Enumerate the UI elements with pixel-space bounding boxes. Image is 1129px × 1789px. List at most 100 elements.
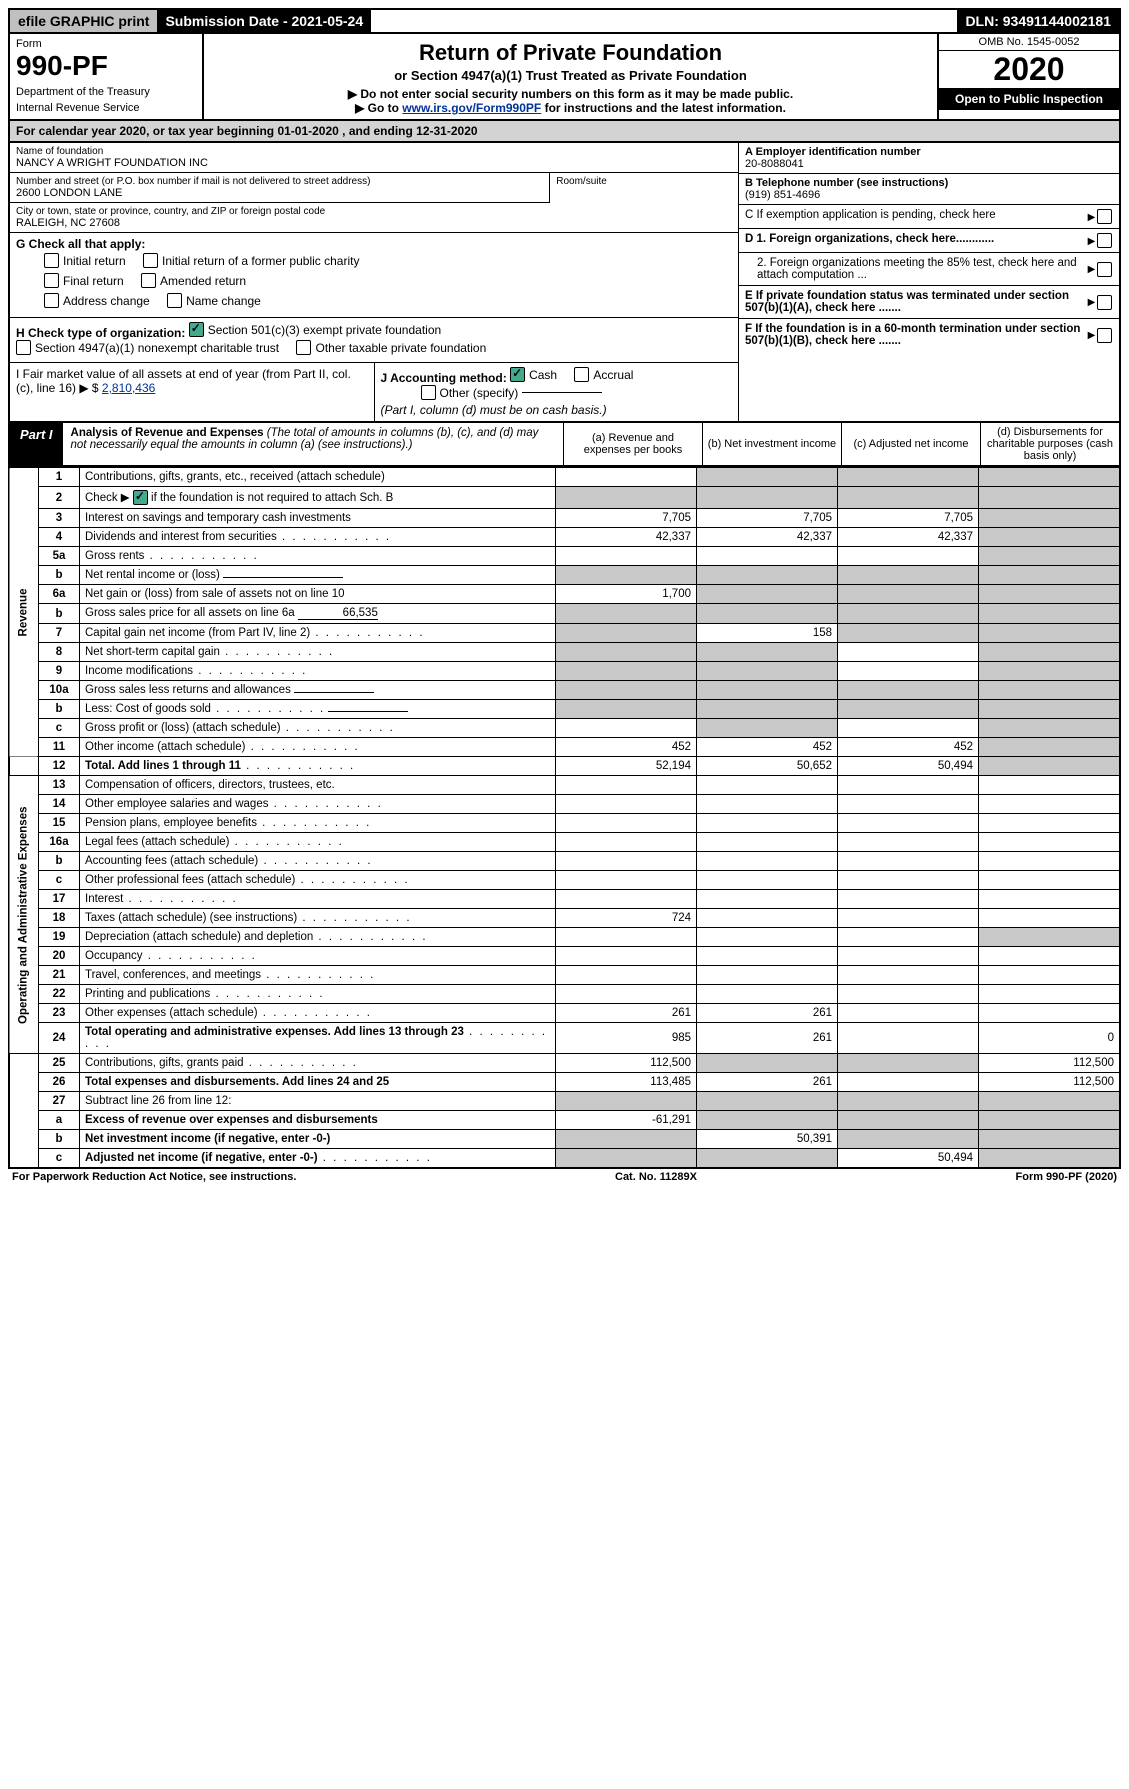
cb-501c3[interactable] [189,322,204,337]
cb-final-return[interactable] [44,273,59,288]
r6b-b [697,604,838,624]
r5b-a [556,566,697,585]
cb-amended-return[interactable] [141,273,156,288]
r7-c [838,624,979,643]
r8-num: 8 [39,643,80,662]
right-d1-label: D 1. Foreign organizations, check here..… [745,233,994,245]
r2-b [697,487,838,509]
r5b-line[interactable] [223,577,343,578]
city-label: City or town, state or province, country… [16,206,732,217]
r27a-text: Excess of revenue over expenses and disb… [85,1114,378,1126]
footer-left: For Paperwork Reduction Act Notice, see … [12,1171,296,1183]
r27-c [838,1092,979,1111]
part1-desc: Analysis of Revenue and Expenses (The to… [63,423,563,465]
row-14: 14Other employee salaries and wages [9,795,1120,814]
r26-a: 113,485 [556,1073,697,1092]
row-27: 27Subtract line 26 from line 12: [9,1092,1120,1111]
spacer-cell [9,1092,39,1111]
cb-accrual[interactable] [574,367,589,382]
r10c-num: c [39,719,80,738]
r16a-a [556,833,697,852]
cb-initial-return[interactable] [44,253,59,268]
spacer-cell [9,1111,39,1130]
r16b-desc: Accounting fees (attach schedule) [80,852,556,871]
r17-text: Interest [85,893,123,905]
row-19: 19Depreciation (attach schedule) and dep… [9,928,1120,947]
r1-b [697,468,838,487]
cb-cash[interactable] [510,367,525,382]
r21-desc: Travel, conferences, and meetings [80,966,556,985]
right-e-label: E If private foundation status was termi… [745,290,1069,314]
col-c-head: (c) Adjusted net income [841,423,980,465]
cb-other-method[interactable] [421,385,436,400]
r15-text: Pension plans, employee benefits [85,817,257,829]
form-title-block: Return of Private Foundation or Section … [204,34,937,119]
form-word: Form [16,38,196,50]
r25-num: 25 [39,1054,80,1073]
r10c-c [838,719,979,738]
r5b-c [838,566,979,585]
r27c-d [979,1149,1121,1169]
r25-desc: Contributions, gifts, grants paid [80,1054,556,1073]
r10b-line[interactable] [328,711,408,712]
r14-b [697,795,838,814]
r19-c [838,928,979,947]
section-i: I Fair market value of all assets at end… [10,363,375,421]
cb-foreign-85[interactable] [1097,262,1112,277]
r10c-a [556,719,697,738]
cb-address-change[interactable] [44,293,59,308]
cb-exemption-pending[interactable] [1097,209,1112,224]
r12-num: 12 [39,757,80,776]
r27c-b [697,1149,838,1169]
r2-num: 2 [39,487,80,509]
fmv-value[interactable]: 2,810,436 [102,381,155,395]
r5a-c [838,547,979,566]
irs-link[interactable]: www.irs.gov/Form990PF [402,101,541,115]
city-block: City or town, state or province, country… [10,203,738,233]
cb-60month[interactable] [1097,328,1112,343]
ein-block: A Employer identification number 20-8088… [739,143,1119,174]
r5b-num: b [39,566,80,585]
r7-num: 7 [39,624,80,643]
r16a-desc: Legal fees (attach schedule) [80,833,556,852]
r15-d [979,814,1121,833]
r13-num: 13 [39,776,80,795]
r27-b [697,1092,838,1111]
r6b-text: Gross sales price for all assets on line… [85,607,295,619]
city-value: RALEIGH, NC 27608 [16,217,732,229]
cb-foreign-org[interactable] [1097,233,1112,248]
r14-text: Other employee salaries and wages [85,798,268,810]
r12-desc: Total. Add lines 1 through 11 [80,757,556,776]
cb-4947a1[interactable] [16,340,31,355]
r6b-d [979,604,1121,624]
arrow-icon [1088,235,1098,247]
r16c-text: Other professional fees (attach schedule… [85,874,295,886]
r12-d [979,757,1121,776]
cb-sch-b-not-required[interactable] [133,490,148,505]
row-17: 17Interest [9,890,1120,909]
efile-label: efile GRAPHIC print [10,10,157,32]
g-label: G Check all that apply: [16,237,145,251]
section-j: J Accounting method: Cash Accrual Other … [375,363,739,421]
row-10b: bLess: Cost of goods sold [9,700,1120,719]
r10b-desc: Less: Cost of goods sold [80,700,556,719]
r22-d [979,985,1121,1004]
r27-a [556,1092,697,1111]
other-specify-line[interactable] [522,392,602,393]
cb-other-taxable[interactable] [296,340,311,355]
r27a-c [838,1111,979,1130]
row-25: 25Contributions, gifts, grants paid112,5… [9,1054,1120,1073]
row-16c: cOther professional fees (attach schedul… [9,871,1120,890]
cb-initial-former[interactable] [143,253,158,268]
r10a-line[interactable] [294,692,374,693]
year-block: OMB No. 1545-0052 2020 Open to Public In… [937,34,1119,119]
cb-terminated[interactable] [1097,295,1112,310]
r15-num: 15 [39,814,80,833]
r6b-value: 66,535 [298,607,378,620]
r25-c [838,1054,979,1073]
r10b-text: Less: Cost of goods sold [85,703,211,715]
footer-mid: Cat. No. 11289X [615,1171,697,1183]
r10b-d [979,700,1121,719]
r12-a: 52,194 [556,757,697,776]
cb-name-change[interactable] [167,293,182,308]
